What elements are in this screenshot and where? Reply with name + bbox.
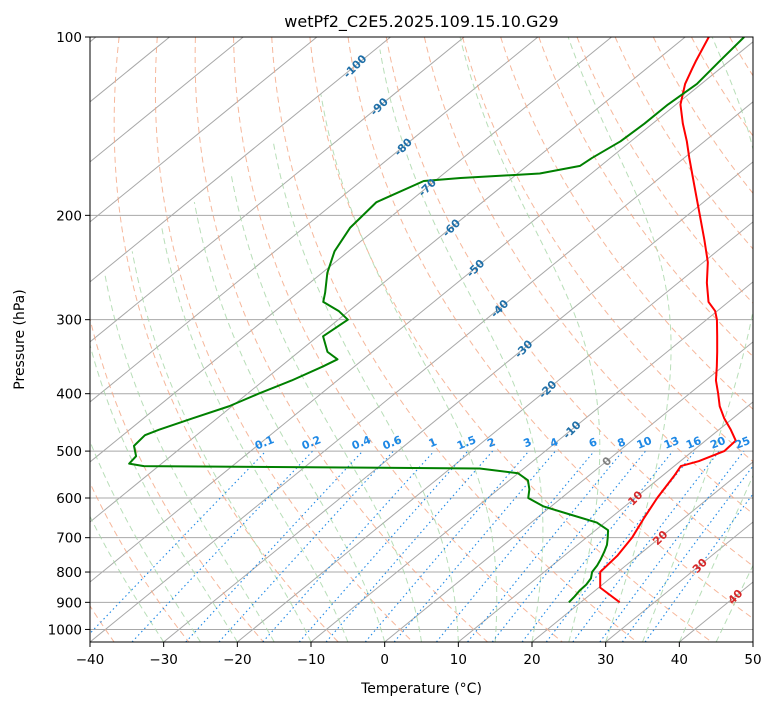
isotherm-line xyxy=(90,37,612,463)
moist-adiabat-line xyxy=(642,37,753,642)
y-tick-label: 800 xyxy=(56,565,82,581)
y-tick-label: 700 xyxy=(56,531,82,547)
moist-adiabat-line xyxy=(320,94,498,642)
y-tick-label: 500 xyxy=(56,444,82,460)
dry-adiabat-line xyxy=(309,37,713,642)
x-tick-label: 20 xyxy=(523,652,540,668)
y-tick-label: 100 xyxy=(56,30,82,46)
moist-adiabat-line xyxy=(567,37,672,642)
isotherm-line xyxy=(90,37,318,223)
mixing-ratio-label: 8 xyxy=(616,435,628,450)
y-tick-label: 600 xyxy=(56,491,82,507)
dry-adiabat-line xyxy=(154,37,414,642)
isotherm-line xyxy=(90,37,686,523)
moist-adiabat-line xyxy=(678,474,753,642)
x-tick-label: 50 xyxy=(744,652,761,668)
y-tick-label: 200 xyxy=(56,208,82,224)
moist-adiabat-line xyxy=(161,227,349,642)
x-tick-label: −30 xyxy=(149,652,178,668)
isotherm-line xyxy=(90,37,244,163)
dry-adiabat-line xyxy=(271,37,638,642)
axis-ticks: −40 −30 −20 −10 0 10 20 30 40 50 1000 900 800 700 600 5… xyxy=(48,30,762,668)
mixing-ratio-line xyxy=(218,450,394,642)
moist-adiabat-line xyxy=(379,49,544,642)
dry-adiabat-line xyxy=(538,37,753,358)
y-tick-label: 400 xyxy=(56,387,82,403)
moist-adiabat-line xyxy=(193,202,386,642)
mixing-ratio-line xyxy=(90,450,267,635)
mixing-ratio-label: 10 xyxy=(635,434,654,452)
dry-adiabat-line xyxy=(347,37,753,620)
mixing-ratio-line xyxy=(572,450,720,642)
moist-adiabat-line xyxy=(131,251,312,642)
moist-adiabat-line xyxy=(104,272,275,642)
mixing-ratio-label: 2 xyxy=(485,435,497,450)
mixing-ratio-line xyxy=(262,450,435,642)
mixing-ratio-label: 1 xyxy=(427,435,439,450)
isotherm-line xyxy=(90,37,391,283)
chart-title: wetPf2_C2E5.2025.109.15.10.G29 xyxy=(284,12,558,32)
y-axis-label: Pressure (hPa) xyxy=(12,289,28,389)
isotherm-line xyxy=(605,521,753,642)
mixing-ratio-label: 20 xyxy=(708,434,727,452)
mixing-ratio-line xyxy=(467,450,624,642)
x-tick-label: 30 xyxy=(597,652,614,668)
isotherm-line xyxy=(384,341,753,642)
x-tick-label: 40 xyxy=(671,652,688,668)
x-tick-label: 0 xyxy=(380,652,389,668)
isotherm-line xyxy=(90,41,753,583)
mixing-ratio-line xyxy=(298,450,469,642)
dry-adiabat-line xyxy=(423,37,753,515)
background-grid xyxy=(90,37,753,642)
mixing-ratio-line xyxy=(491,450,646,642)
moist-adiabat-line xyxy=(230,173,422,642)
dry-adiabat-line xyxy=(233,37,563,642)
isotherm-line xyxy=(531,461,753,642)
temperature-profile xyxy=(599,37,737,604)
mixing-ratio-line xyxy=(364,450,530,642)
y-tick-label: 300 xyxy=(56,313,82,329)
moist-adiabat-line xyxy=(459,37,601,642)
y-tick-label: 1000 xyxy=(48,622,82,638)
isotherm-line xyxy=(163,161,753,642)
dry-adiabat-line xyxy=(90,481,190,642)
y-tick-label: 900 xyxy=(56,595,82,611)
plot-frame xyxy=(89,36,754,643)
dewpoint-profile xyxy=(128,37,745,604)
dry-adiabat-line xyxy=(194,37,488,642)
x-tick-label: −40 xyxy=(76,652,105,668)
dry-adiabat-line xyxy=(500,37,753,410)
isotherm-line xyxy=(90,101,753,642)
isotherm-line xyxy=(237,221,753,642)
mixing-ratio-label: 25 xyxy=(733,434,752,452)
x-tick-label: −20 xyxy=(223,652,252,668)
moist-adiabat-line xyxy=(90,440,201,642)
mixing-ratio-label: 13 xyxy=(662,434,681,452)
mixing-ratio-line xyxy=(185,450,364,642)
isotherm-line xyxy=(458,401,753,642)
profile-lines xyxy=(128,37,745,604)
dry-adiabat-line xyxy=(385,37,753,567)
dry-adiabat-line xyxy=(614,37,753,250)
moist-adiabat-line xyxy=(90,343,238,642)
x-tick-label: 10 xyxy=(450,652,467,668)
x-axis-label: Temperature (°C) xyxy=(360,681,482,697)
mixing-ratio-label: 16 xyxy=(684,434,703,452)
mixing-ratio-line xyxy=(131,450,314,642)
mixing-ratio-label: 3 xyxy=(522,435,534,450)
mixing-ratio-line xyxy=(521,450,674,642)
isotherm-line xyxy=(90,37,465,343)
dry-adiabat-line xyxy=(113,37,339,642)
isotherm-line xyxy=(90,37,539,403)
x-tick-label: −10 xyxy=(297,652,326,668)
dry-adiabat-line xyxy=(90,316,264,642)
